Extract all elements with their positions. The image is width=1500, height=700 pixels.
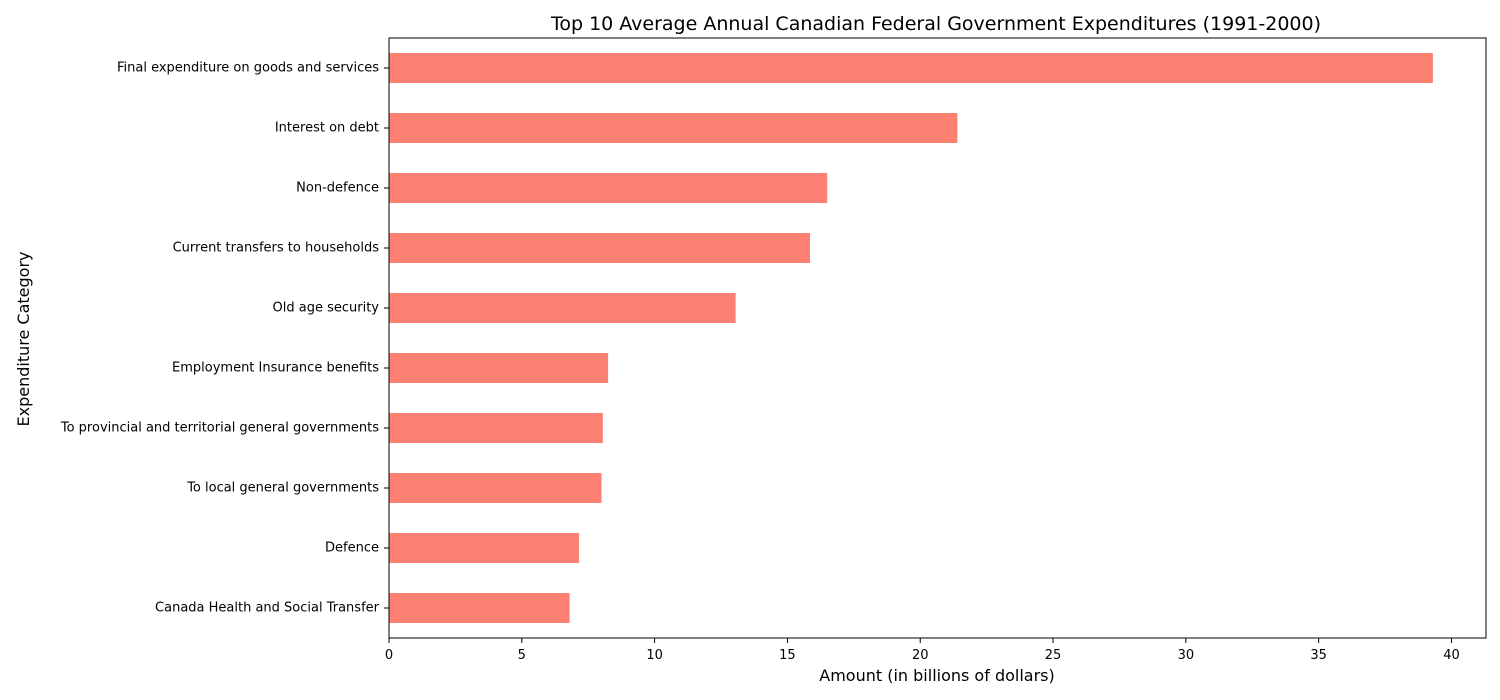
bar — [389, 233, 811, 263]
x-tick-label: 30 — [1178, 648, 1195, 663]
x-tick-label: 10 — [646, 648, 663, 663]
x-tick-label: 5 — [518, 648, 526, 663]
bar — [389, 113, 958, 143]
x-tick-label: 20 — [912, 648, 929, 663]
x-tick-label: 0 — [385, 648, 393, 663]
bar — [389, 593, 570, 623]
bar — [389, 353, 609, 383]
y-tick-label: To local general governments — [186, 481, 379, 496]
x-tick-label: 35 — [1310, 648, 1327, 663]
y-tick-label: Canada Health and Social Transfer — [155, 601, 380, 616]
x-tick-label: 15 — [779, 648, 796, 663]
plot-frame — [388, 37, 1487, 639]
x-tick-label: 40 — [1443, 648, 1460, 663]
x-axis-ticks: 0 5 10 15 20 25 30 35 40 — [385, 638, 1460, 663]
bar — [389, 473, 602, 503]
y-tick-label: Old age security — [273, 301, 380, 316]
bar — [389, 173, 828, 203]
y-tick-label: Current transfers to households — [173, 241, 380, 256]
bar — [389, 533, 579, 563]
y-tick-label: Final expenditure on goods and services — [117, 61, 379, 76]
y-axis-ticks: Final expenditure on goods and services I… — [60, 61, 389, 616]
bar — [389, 53, 1433, 83]
bar — [389, 293, 736, 323]
y-tick-label: Interest on debt — [275, 121, 379, 136]
chart-title: Top 10 Average Annual Canadian Federal G… — [550, 13, 1321, 35]
y-axis-title: Expenditure Category — [14, 252, 33, 427]
y-tick-label: Non-defence — [296, 181, 379, 196]
y-tick-label: Employment Insurance benefits — [172, 361, 379, 376]
y-tick-label: To provincial and territorial general go… — [60, 421, 379, 436]
x-tick-label: 25 — [1045, 648, 1062, 663]
bar — [389, 413, 603, 443]
x-axis-title: Amount (in billions of dollars) — [819, 666, 1054, 685]
y-tick-label: Defence — [325, 541, 379, 556]
bars-group — [389, 53, 1433, 623]
